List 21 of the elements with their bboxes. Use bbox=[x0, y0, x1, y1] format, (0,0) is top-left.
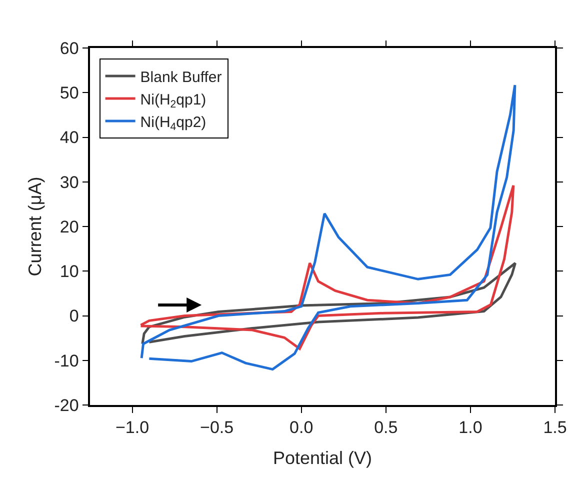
y-tick-label: 50 bbox=[60, 84, 79, 103]
y-tick-label: 60 bbox=[60, 38, 79, 58]
x-tick-label: −1.0 bbox=[115, 418, 150, 438]
y-tick-label: 20 bbox=[60, 217, 79, 236]
line-series bbox=[140, 84, 516, 371]
x-axis-title: Potential (V) bbox=[272, 448, 372, 468]
y-axis-title: Current (μA) bbox=[24, 176, 45, 276]
y-tick-label: -10 bbox=[54, 351, 79, 370]
y-tick-label: 0 bbox=[69, 306, 79, 326]
legend-label: Blank Buffer bbox=[140, 68, 222, 86]
legend-label: Ni(H$_{4}$qp2) bbox=[140, 114, 206, 133]
y-tick-label: -20 bbox=[54, 396, 79, 415]
y-tick-label: 40 bbox=[60, 128, 79, 148]
legend-label: Ni(H$_{2}$qp1) bbox=[140, 91, 206, 110]
x-tick-label: −0.5 bbox=[200, 418, 234, 438]
y-tick-label: 30 bbox=[60, 172, 79, 192]
y-tick-label: 10 bbox=[60, 262, 79, 282]
x-tick-label: 1.5 bbox=[543, 418, 567, 438]
x-tick-label: 0.5 bbox=[374, 418, 398, 438]
x-tick-label: 0.0 bbox=[290, 418, 314, 438]
x-tick-label: 1.0 bbox=[458, 418, 482, 438]
